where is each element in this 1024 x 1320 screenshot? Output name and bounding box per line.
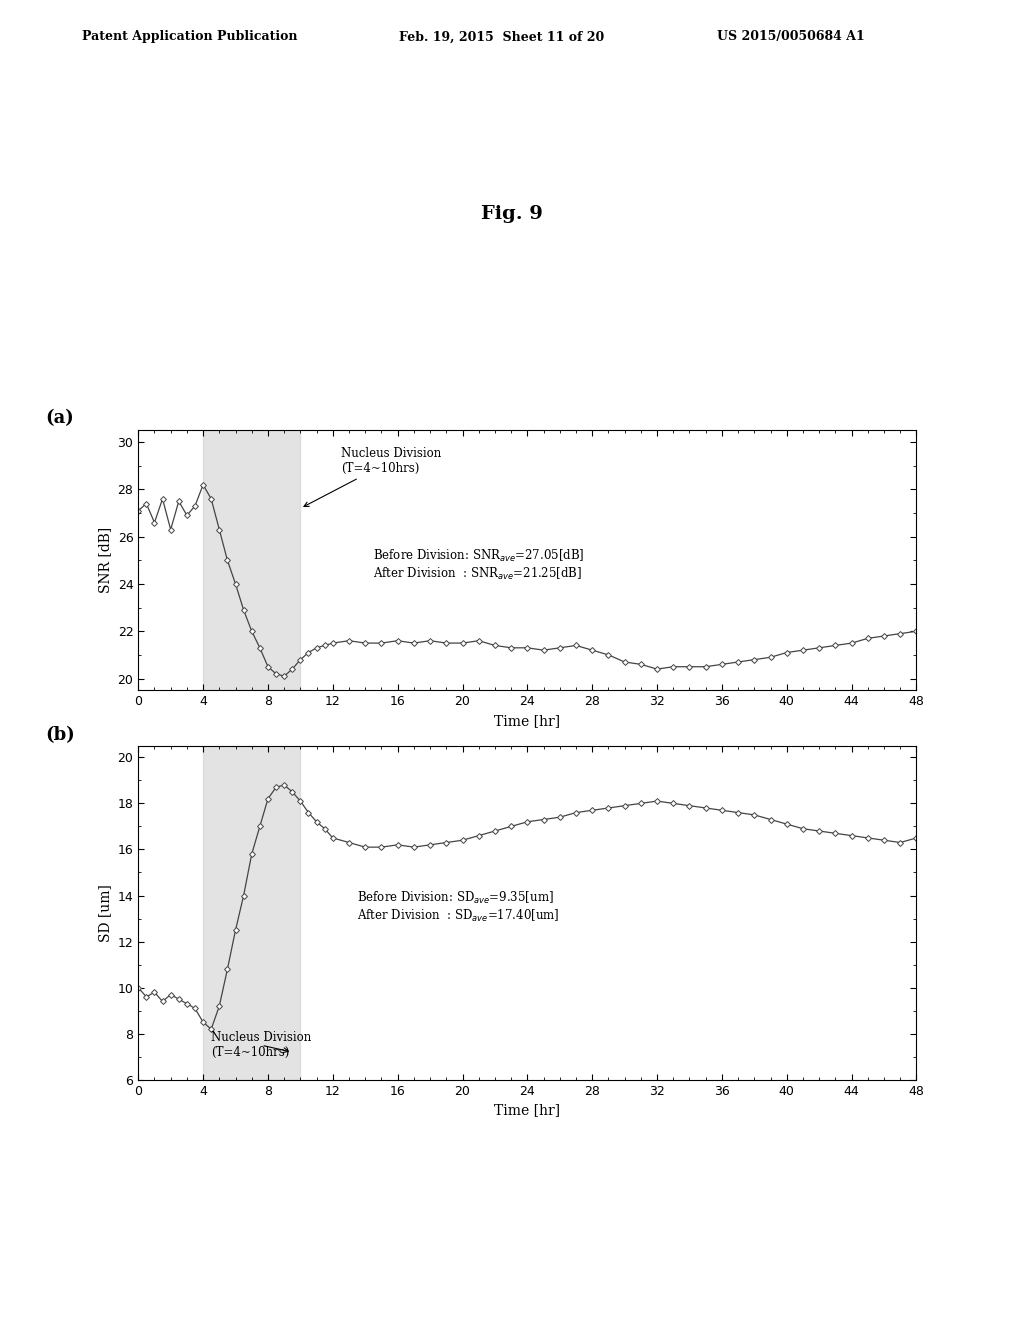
- X-axis label: Time [hr]: Time [hr]: [495, 714, 560, 727]
- Text: (a): (a): [45, 409, 74, 428]
- Bar: [203, 430, 300, 690]
- Text: Fig. 9: Fig. 9: [481, 205, 543, 223]
- Text: US 2015/0050684 A1: US 2015/0050684 A1: [717, 30, 864, 44]
- X-axis label: Time [hr]: Time [hr]: [495, 1104, 560, 1117]
- Text: Nucleus Division
(T=4~10hrs): Nucleus Division (T=4~10hrs): [304, 447, 441, 507]
- Y-axis label: SD [um]: SD [um]: [98, 884, 112, 941]
- Text: Before Division: SNR$_{ave}$=27.05[dB]
After Division  : SNR$_{ave}$=21.25[dB]: Before Division: SNR$_{ave}$=27.05[dB] A…: [374, 548, 585, 582]
- Text: (b): (b): [45, 726, 75, 743]
- Text: Patent Application Publication: Patent Application Publication: [82, 30, 297, 44]
- Y-axis label: SNR [dB]: SNR [dB]: [98, 527, 112, 594]
- Bar: [203, 746, 300, 1080]
- Text: Feb. 19, 2015  Sheet 11 of 20: Feb. 19, 2015 Sheet 11 of 20: [399, 30, 604, 44]
- Text: Before Division: SD$_{ave}$=9.35[um]
After Division  : SD$_{ave}$=17.40[um]: Before Division: SD$_{ave}$=9.35[um] Aft…: [357, 890, 559, 924]
- Text: Nucleus Division
(T=4~10hrs): Nucleus Division (T=4~10hrs): [211, 1031, 311, 1059]
